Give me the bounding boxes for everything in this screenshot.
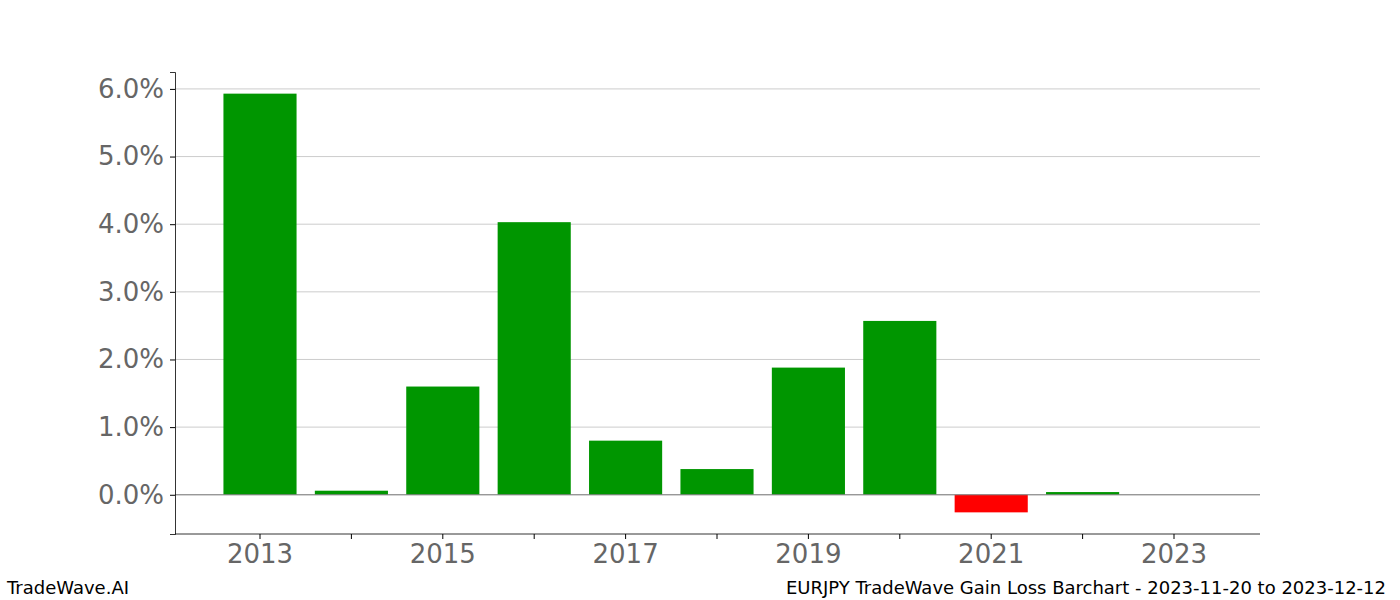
x-tick: 2017: [593, 534, 659, 569]
x-tick-mark: [717, 534, 718, 539]
grid: [175, 89, 1260, 495]
grid-line: [175, 291, 1260, 292]
x-tick: [717, 534, 718, 539]
zero-line: [175, 494, 1260, 495]
x-tick-mark: [1174, 534, 1175, 539]
y-tick: 6.0%: [98, 74, 175, 104]
x-tick-label: 2013: [227, 539, 293, 569]
x-tick-mark: [442, 534, 443, 539]
x-tick-label: 2017: [593, 539, 659, 569]
x-tick-label: 2019: [775, 539, 841, 569]
x-tick-mark: [351, 534, 352, 539]
x-tick: 2015: [410, 534, 476, 569]
y-tick-label: 4.0%: [98, 209, 164, 239]
y-axis-line: [170, 73, 176, 535]
x-tick: [534, 534, 535, 539]
x-tick-mark: [1082, 534, 1083, 539]
bar: [680, 469, 753, 495]
grid-line: [175, 156, 1260, 157]
y-tick-mark: [170, 157, 175, 158]
y-axis: 0.0% 1.0% 2.0% 3.0% 4.0% 5.0% 6.0%: [98, 73, 176, 535]
x-tick-label: 2021: [958, 539, 1024, 569]
x-tick-mark: [534, 534, 535, 539]
grid-line: [175, 359, 1260, 360]
y-tick: 5.0%: [98, 141, 175, 171]
chart: 0.0% 1.0% 2.0% 3.0% 4.0% 5.0% 6.0% 2013 2015 2017…: [0, 0, 1400, 600]
bar: [406, 387, 479, 495]
x-axis: 2013 2015 2017 2019 2021 2023: [175, 534, 1260, 569]
y-tick-label: 1.0%: [98, 412, 164, 442]
x-tick: [1082, 534, 1083, 539]
bar: [315, 491, 388, 495]
y-tick: 1.0%: [98, 412, 175, 442]
y-tick-mark: [170, 359, 175, 360]
y-tick: 2.0%: [98, 344, 175, 374]
bar: [589, 441, 662, 495]
bar: [863, 321, 936, 495]
x-tick: 2023: [1141, 534, 1207, 569]
x-tick-mark: [625, 534, 626, 539]
y-tick-label: 0.0%: [98, 480, 164, 510]
y-tick-mark: [170, 495, 175, 496]
x-tick-mark: [899, 534, 900, 539]
x-tick: [899, 534, 900, 539]
annotation: TradeWave.AI: [6, 577, 129, 598]
x-tick: 2013: [227, 534, 293, 569]
x-tick: 2019: [775, 534, 841, 569]
bar: [772, 368, 845, 495]
title: EURJPY TradeWave Gain Loss Barchart - 20…: [786, 577, 1386, 598]
grid-line: [175, 427, 1260, 428]
x-tick-mark: [260, 534, 261, 539]
y-tick-mark: [170, 427, 175, 428]
x-tick: [351, 534, 352, 539]
y-tick-mark: [170, 224, 175, 225]
x-tick-label: 2023: [1141, 539, 1207, 569]
y-tick-label: 3.0%: [98, 277, 164, 307]
grid-line: [175, 88, 1260, 89]
x-tick: 2021: [958, 534, 1024, 569]
y-tick: 0.0%: [98, 480, 175, 510]
grid-line: [175, 224, 1260, 225]
y-tick-label: 6.0%: [98, 74, 164, 104]
x-tick-mark: [808, 534, 809, 539]
y-tick: 3.0%: [98, 277, 175, 307]
bar: [498, 222, 571, 495]
grid-line: [175, 494, 1260, 495]
bar: [955, 495, 1028, 513]
x-tick-label: 2015: [410, 539, 476, 569]
y-tick-label: 5.0%: [98, 141, 164, 171]
bars: [223, 94, 1119, 513]
y-tick-label: 2.0%: [98, 344, 164, 374]
y-tick: 4.0%: [98, 209, 175, 239]
y-tick-mark: [170, 89, 175, 90]
x-tick-mark: [991, 534, 992, 539]
y-tick-mark: [170, 292, 175, 293]
bar: [223, 94, 296, 495]
